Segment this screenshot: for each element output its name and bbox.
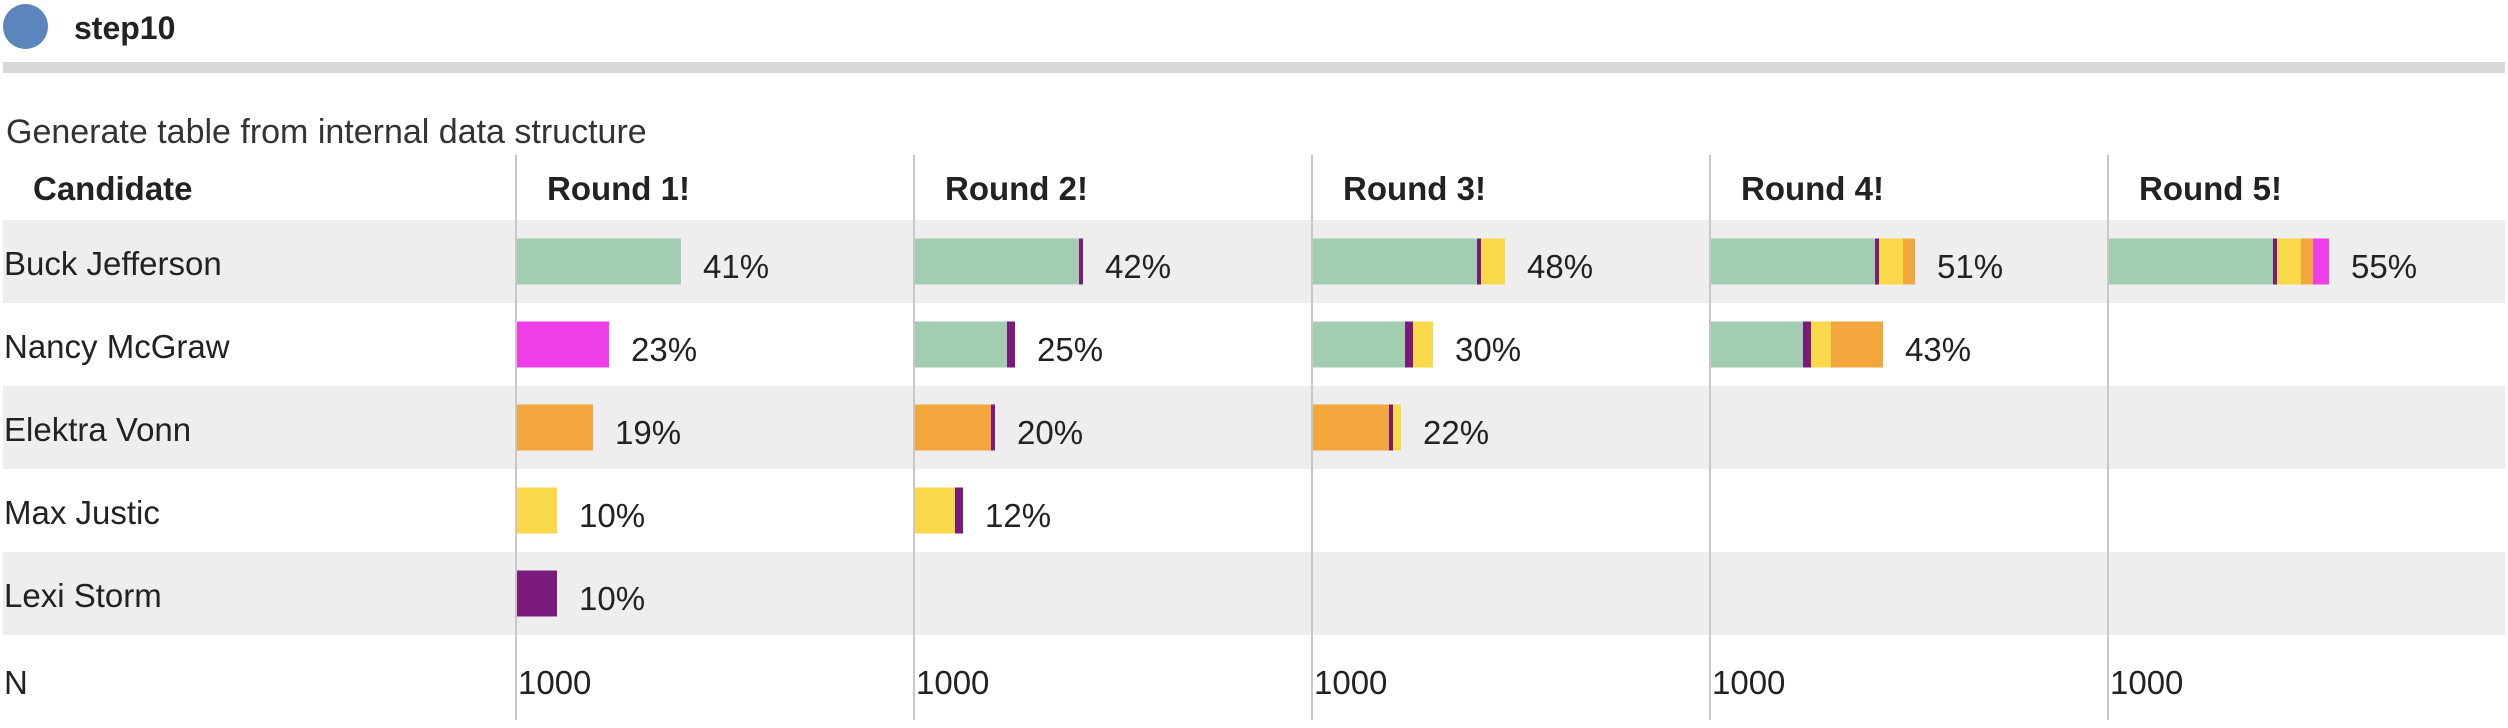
- sample-size-value: 1000: [1712, 664, 1785, 701]
- percent-label: 30%: [1455, 331, 1521, 368]
- bar-segment: [1477, 238, 1481, 285]
- percent-label: 43%: [1905, 331, 1971, 368]
- candidate-name: Max Justic: [4, 494, 160, 531]
- percent-label: 23%: [631, 331, 697, 368]
- bar-segment: [915, 321, 1007, 368]
- bar-segment: [517, 404, 593, 451]
- bar-segment: [517, 570, 557, 617]
- candidate-column-header: Candidate: [33, 170, 193, 207]
- percent-label: 10%: [579, 580, 645, 617]
- bar-segment: [1811, 321, 1831, 368]
- bar-segment: [1711, 321, 1803, 368]
- row-band: [3, 552, 2505, 635]
- sample-size-label: N: [4, 664, 28, 701]
- percent-label: 55%: [2351, 248, 2417, 285]
- bar-segment: [1875, 238, 1879, 285]
- bar-segment: [1313, 321, 1405, 368]
- step-divider: [3, 62, 2505, 73]
- row-band: [3, 386, 2505, 469]
- bar-segment: [1313, 404, 1389, 451]
- bar-segment: [915, 238, 1079, 285]
- results-table-chart: Candidate Round 1! Round 2! Round 3! Round 4…: [3, 155, 2505, 720]
- bar-segment: [1405, 321, 1413, 368]
- step-header: step10: [0, 0, 2508, 80]
- candidate-name: Lexi Storm: [4, 577, 162, 614]
- round-header: Round 1!: [547, 170, 690, 207]
- bar-segment: [1313, 238, 1477, 285]
- bar-segment: [955, 487, 963, 534]
- round-header: Round 2!: [945, 170, 1088, 207]
- round-header: Round 5!: [2139, 170, 2282, 207]
- bar-segment: [1389, 404, 1393, 451]
- bar-segment: [2273, 238, 2277, 285]
- percent-label: 19%: [615, 414, 681, 451]
- percent-label: 10%: [579, 497, 645, 534]
- bar-segment: [1393, 404, 1401, 451]
- bar-segment: [915, 404, 991, 451]
- bar-segment: [2313, 238, 2329, 285]
- candidate-name: Buck Jefferson: [4, 245, 222, 282]
- bar-segment: [1903, 238, 1915, 285]
- candidate-name: Elektra Vonn: [4, 411, 191, 448]
- bar-segment: [1079, 238, 1083, 285]
- candidate-name: Nancy McGraw: [4, 328, 230, 365]
- percent-label: 12%: [985, 497, 1051, 534]
- bar-segment: [517, 487, 557, 534]
- bar-segment: [1711, 238, 1875, 285]
- sample-size-value: 1000: [518, 664, 591, 701]
- percent-label: 20%: [1017, 414, 1083, 451]
- bar-segment: [1831, 321, 1883, 368]
- percent-label: 22%: [1423, 414, 1489, 451]
- bar-segment: [1879, 238, 1903, 285]
- step-status-dot: [3, 4, 48, 49]
- bar-segment: [517, 321, 609, 368]
- percent-label: 25%: [1037, 331, 1103, 368]
- bar-segment: [2109, 238, 2273, 285]
- sample-size-value: 1000: [1314, 664, 1387, 701]
- bar-segment: [2277, 238, 2301, 285]
- bar-segment: [991, 404, 995, 451]
- row-band: [3, 220, 2505, 303]
- percent-label: 48%: [1527, 248, 1593, 285]
- round-header: Round 4!: [1741, 170, 1884, 207]
- bar-segment: [517, 238, 681, 285]
- percent-label: 51%: [1937, 248, 2003, 285]
- bar-segment: [1007, 321, 1015, 368]
- sample-size-value: 1000: [2110, 664, 2183, 701]
- bar-segment: [2301, 238, 2313, 285]
- bar-segment: [1803, 321, 1811, 368]
- step-description: Generate table from internal data struct…: [6, 113, 647, 151]
- bar-segment: [915, 487, 955, 534]
- step-title: step10: [74, 10, 176, 46]
- bar-segment: [1413, 321, 1433, 368]
- round-header: Round 3!: [1343, 170, 1486, 207]
- percent-label: 42%: [1105, 248, 1171, 285]
- sample-size-value: 1000: [916, 664, 989, 701]
- bar-segment: [1481, 238, 1505, 285]
- percent-label: 41%: [703, 248, 769, 285]
